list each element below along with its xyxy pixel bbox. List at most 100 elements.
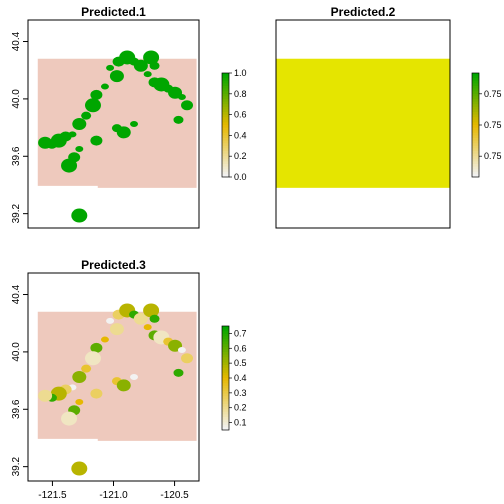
raster-cell-cluster (90, 342, 103, 353)
legend-tick-label: 0.75 (484, 89, 502, 99)
raster-cell-cluster (84, 98, 101, 113)
legend-swatch (222, 333, 229, 337)
legend-swatch (472, 88, 479, 92)
legend-swatch (472, 101, 479, 105)
legend-swatch (222, 86, 229, 90)
legend-swatch (222, 166, 229, 170)
y-tick-label: 39.2 (11, 456, 22, 476)
raster-cell-cluster (72, 371, 87, 383)
raster-cell-cluster (61, 411, 78, 426)
legend-swatch (222, 75, 229, 79)
legend-swatch (222, 151, 229, 155)
legend-swatch (222, 344, 229, 348)
legend-swatch (222, 122, 229, 126)
raster-fill (276, 58, 450, 188)
legend-swatch (222, 393, 229, 397)
raster-cell-cluster (71, 208, 88, 223)
legend-tick-label: 0.5 (234, 358, 247, 368)
x-tick-label: -121.5 (38, 490, 67, 501)
legend-tick-label: 0.6 (234, 110, 247, 120)
legend-swatch (472, 156, 479, 160)
raster-cell-cluster (100, 83, 109, 90)
legend-swatch (472, 138, 479, 142)
raster-cell-cluster (61, 158, 78, 173)
legend-tick-label: 0.3 (234, 388, 247, 398)
raster-cell-cluster (90, 135, 103, 146)
legend-swatch (222, 365, 229, 369)
panel-title: Predicted.1 (81, 5, 146, 19)
legend-tick-label: 0.2 (234, 403, 247, 413)
legend-swatch (472, 112, 479, 116)
raster-cell-cluster (149, 61, 160, 70)
legend-swatch (222, 341, 229, 345)
legend-swatch (222, 359, 229, 363)
legend-swatch (222, 104, 229, 108)
legend-swatch (222, 148, 229, 152)
legend-tick-label: 0.1 (234, 418, 247, 428)
raster-cell-cluster (72, 118, 87, 130)
legend-swatch (222, 169, 229, 173)
legend-swatch (222, 138, 229, 142)
legend-swatch (472, 78, 479, 82)
legend-swatch (222, 99, 229, 103)
legend-swatch (222, 383, 229, 387)
legend-swatch (472, 96, 479, 100)
raster-cell-cluster (133, 59, 148, 72)
legend-tick-label: 0.4 (234, 373, 247, 383)
raster-cell-cluster (177, 346, 186, 353)
legend-swatch (222, 73, 229, 77)
legend-swatch (222, 385, 229, 389)
legend-tick-label: 0.4 (234, 130, 247, 140)
legend-swatch (222, 367, 229, 371)
legend-swatch (222, 174, 229, 178)
legend-swatch (222, 401, 229, 405)
y-tick-label: 40.0 (11, 89, 22, 109)
legend-swatch (222, 411, 229, 415)
legend-swatch (222, 143, 229, 147)
legend-swatch (222, 388, 229, 392)
legend-swatch (472, 148, 479, 152)
legend-swatch (222, 101, 229, 105)
legend-swatch (222, 171, 229, 175)
legend-swatch (472, 164, 479, 168)
y-tick-label: 40.4 (11, 31, 22, 51)
legend-swatch (222, 372, 229, 376)
legend-swatch (222, 78, 229, 82)
legend-swatch (472, 114, 479, 118)
raster-cell-cluster (130, 374, 139, 380)
y-tick-label: 40.4 (11, 284, 22, 304)
legend-swatch (222, 357, 229, 361)
legend-swatch (222, 414, 229, 418)
legend-swatch (472, 132, 479, 136)
legend-tick-label: 0.2 (234, 151, 247, 161)
legend-swatch (222, 375, 229, 379)
legend-frame (221, 72, 230, 178)
legend-swatch (472, 135, 479, 139)
raster-cell-cluster (106, 317, 115, 324)
raster-cell-cluster (143, 50, 160, 65)
legend-swatch (222, 419, 229, 423)
y-tick-label: 39.2 (11, 203, 22, 223)
legend-swatch (472, 130, 479, 134)
legend-swatch (472, 145, 479, 149)
color-legend: 0.75 0.75 0.75 (471, 72, 502, 178)
legend-swatch (222, 135, 229, 139)
legend-swatch (222, 114, 229, 118)
color-legend: 0.0 0.2 0.4 0.6 0.8 1.0 (221, 68, 247, 182)
legend-swatch (222, 119, 229, 123)
legend-swatch (472, 151, 479, 155)
raster-cell-cluster (90, 388, 103, 399)
legend-swatch (472, 125, 479, 129)
raster-cell-cluster (133, 312, 148, 325)
x-tick-label: -121.0 (99, 490, 128, 501)
y-tick-label: 39.6 (11, 146, 22, 166)
legend-tick-label: 1.0 (234, 68, 247, 78)
legend-swatch (222, 406, 229, 410)
legend-swatch (472, 99, 479, 103)
legend-tick-label: 0.0 (234, 172, 247, 182)
legend-swatch (472, 140, 479, 144)
legend-swatch (472, 117, 479, 121)
legend-swatch (472, 119, 479, 123)
legend-swatch (472, 166, 479, 170)
